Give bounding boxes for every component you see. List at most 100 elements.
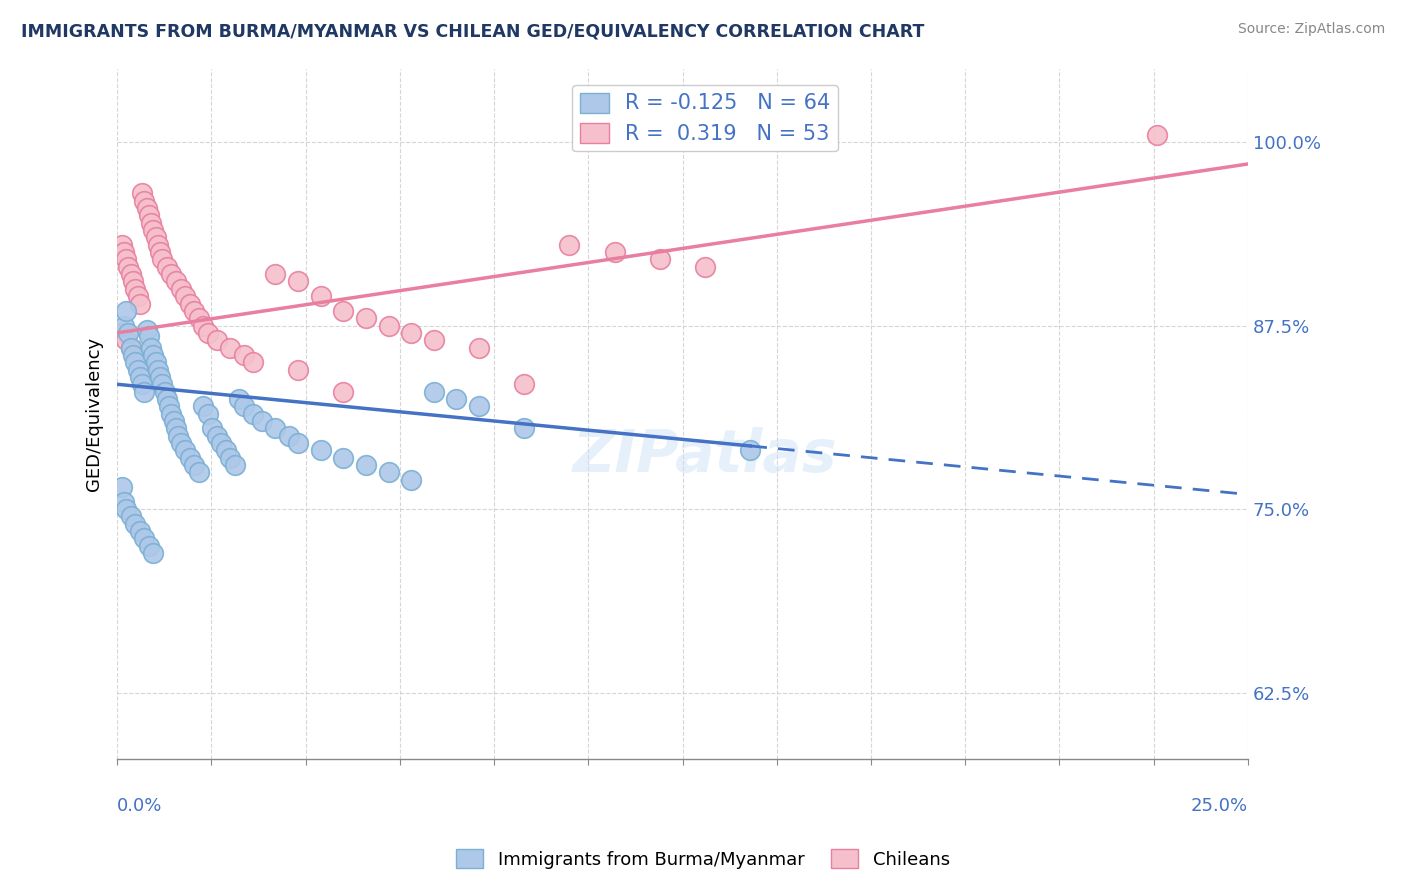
Point: [287, 362, 309, 376]
Point: [145, 230, 167, 244]
Point: [111, 326, 134, 340]
Point: [603, 245, 626, 260]
Point: [120, 509, 142, 524]
Point: [135, 201, 157, 215]
Point: [287, 275, 309, 289]
Legend: R = -0.125   N = 64, R =  0.319   N = 53: R = -0.125 N = 64, R = 0.319 N = 53: [572, 85, 838, 152]
Point: [232, 400, 254, 414]
Point: [215, 443, 238, 458]
Point: [309, 443, 332, 458]
Point: [146, 362, 169, 376]
Point: [131, 377, 153, 392]
Point: [377, 318, 399, 333]
Point: [332, 384, 354, 399]
Point: [117, 260, 139, 274]
Point: [112, 245, 135, 260]
Point: [187, 311, 209, 326]
Point: [120, 341, 142, 355]
Point: [115, 333, 138, 347]
Point: [152, 377, 174, 392]
Point: [117, 326, 139, 340]
Point: [128, 296, 150, 310]
Point: [197, 407, 219, 421]
Point: [160, 267, 183, 281]
Point: [179, 450, 201, 465]
Point: [134, 532, 156, 546]
Point: [377, 466, 399, 480]
Point: [135, 323, 157, 337]
Point: [423, 384, 446, 399]
Point: [142, 546, 165, 560]
Point: [695, 260, 717, 274]
Point: [142, 223, 165, 237]
Point: [124, 516, 146, 531]
Point: [128, 370, 150, 384]
Point: [205, 428, 228, 442]
Point: [332, 450, 354, 465]
Point: [112, 318, 135, 333]
Point: [287, 436, 309, 450]
Point: [468, 400, 491, 414]
Point: [111, 480, 134, 494]
Point: [120, 267, 142, 281]
Point: [138, 539, 160, 553]
Point: [309, 289, 332, 303]
Point: [264, 421, 287, 435]
Point: [205, 333, 228, 347]
Legend: Immigrants from Burma/Myanmar, Chileans: Immigrants from Burma/Myanmar, Chileans: [449, 842, 957, 876]
Point: [169, 282, 191, 296]
Point: [146, 237, 169, 252]
Point: [399, 473, 422, 487]
Point: [134, 384, 156, 399]
Point: [124, 282, 146, 296]
Point: [191, 400, 214, 414]
Point: [120, 341, 142, 355]
Point: [399, 326, 422, 340]
Point: [264, 267, 287, 281]
Point: [354, 458, 377, 472]
Point: [131, 186, 153, 201]
Point: [127, 289, 149, 303]
Point: [219, 450, 242, 465]
Point: [423, 333, 446, 347]
Point: [250, 414, 273, 428]
Point: [446, 392, 468, 406]
Point: [167, 428, 190, 442]
Point: [153, 384, 176, 399]
Point: [165, 421, 187, 435]
Point: [187, 466, 209, 480]
Text: ZIPatlas: ZIPatlas: [572, 426, 838, 483]
Point: [209, 436, 232, 450]
Point: [1146, 128, 1168, 142]
Point: [115, 303, 138, 318]
Point: [179, 296, 201, 310]
Point: [183, 458, 205, 472]
Point: [174, 443, 197, 458]
Point: [127, 362, 149, 376]
Text: 0.0%: 0.0%: [117, 797, 163, 814]
Point: [139, 341, 162, 355]
Point: [219, 341, 242, 355]
Point: [242, 407, 264, 421]
Point: [115, 502, 138, 516]
Point: [165, 275, 187, 289]
Point: [142, 348, 165, 362]
Point: [156, 260, 179, 274]
Point: [145, 355, 167, 369]
Point: [224, 458, 246, 472]
Text: IMMIGRANTS FROM BURMA/MYANMAR VS CHILEAN GED/EQUIVALENCY CORRELATION CHART: IMMIGRANTS FROM BURMA/MYANMAR VS CHILEAN…: [21, 22, 925, 40]
Point: [115, 252, 138, 267]
Point: [163, 414, 186, 428]
Point: [156, 392, 179, 406]
Point: [648, 252, 671, 267]
Point: [174, 289, 197, 303]
Point: [197, 326, 219, 340]
Y-axis label: GED/Equivalency: GED/Equivalency: [86, 336, 103, 491]
Point: [332, 303, 354, 318]
Point: [157, 400, 180, 414]
Point: [128, 524, 150, 538]
Point: [139, 216, 162, 230]
Point: [122, 348, 145, 362]
Point: [201, 421, 224, 435]
Point: [149, 370, 172, 384]
